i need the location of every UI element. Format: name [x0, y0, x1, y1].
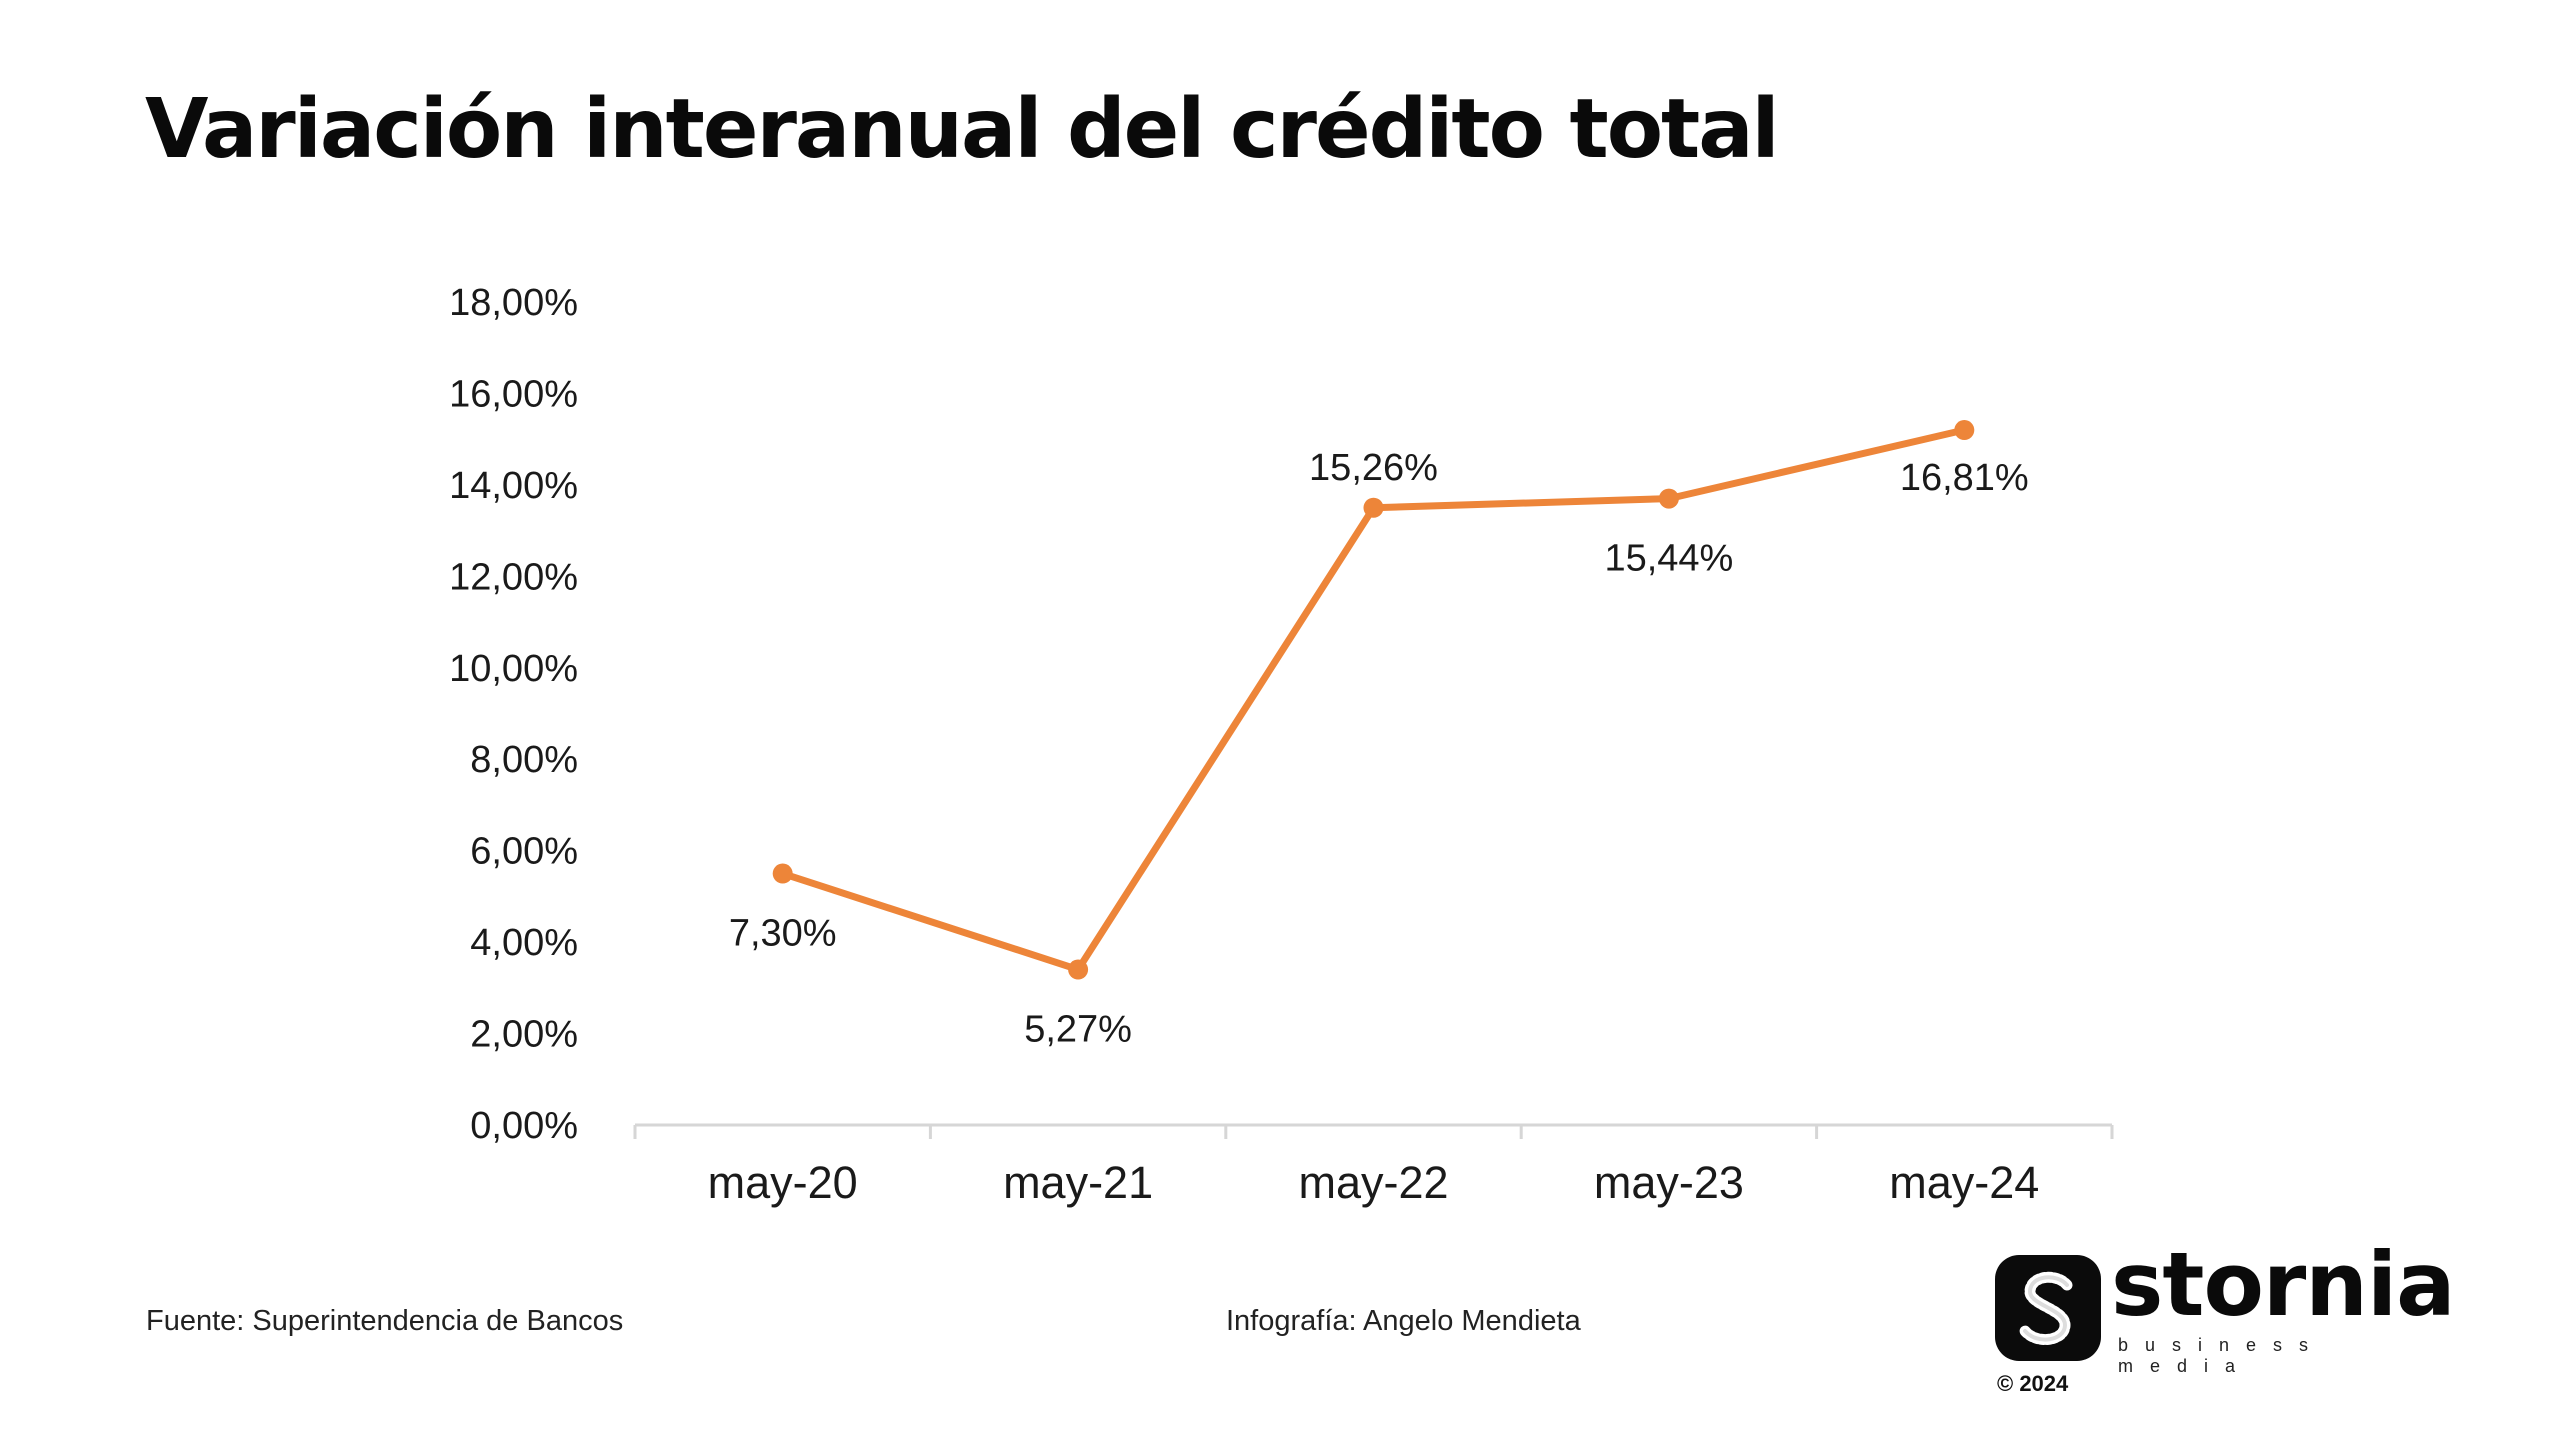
- y-tick-label: 0,00%: [470, 1105, 578, 1147]
- brand-tagline: business media: [2118, 1335, 2326, 1376]
- y-axis-ticks: 0,00% 2,00% 4,00% 6,00% 8,00% 10,00% 12,00% 14,…: [449, 282, 578, 1147]
- x-tick-label: may-21: [1003, 1157, 1153, 1208]
- x-axis: [633, 1123, 2114, 1139]
- data-label: 16,81%: [1900, 457, 2029, 499]
- y-tick-label: 6,00%: [470, 831, 578, 873]
- stornia-s-logo-icon: [1995, 1255, 2101, 1361]
- data-point: [1658, 488, 1679, 509]
- x-tick-label: may-20: [708, 1157, 858, 1208]
- data-label: 7,30%: [729, 913, 837, 955]
- y-tick-label: 10,00%: [449, 648, 578, 690]
- data-point: [1068, 959, 1089, 980]
- y-tick-label: 12,00%: [449, 556, 578, 598]
- source-note: Fuente: Superintendencia de Bancos: [146, 1305, 624, 1337]
- y-tick-label: 8,00%: [470, 739, 578, 781]
- chart-title: Variación interanual del crédito total: [145, 82, 1780, 177]
- y-tick-label: 4,00%: [470, 922, 578, 964]
- y-tick-label: 18,00%: [449, 282, 578, 324]
- y-tick-label: 14,00%: [449, 465, 578, 507]
- brand-logo: stornia business media © 2024: [1995, 1241, 2465, 1405]
- x-axis-labels: may-20 may-21 may-22 may-23 may-24: [708, 1157, 2040, 1208]
- data-label: 5,27%: [1024, 1009, 1132, 1051]
- x-tick-label: may-22: [1298, 1157, 1448, 1208]
- data-labels: 7,30% 5,27% 15,26% 15,44% 16,81%: [729, 447, 2029, 1051]
- copyright-note: © 2024: [1997, 1371, 2069, 1396]
- data-point: [1954, 420, 1975, 441]
- data-label: 15,44%: [1604, 538, 1733, 580]
- brand-name: stornia: [2111, 1233, 2455, 1336]
- x-tick-label: may-23: [1594, 1157, 1744, 1208]
- data-point: [1363, 497, 1384, 518]
- x-tick-label: may-24: [1889, 1157, 2039, 1208]
- infographic-credit: Infografía: Angelo Mendieta: [1226, 1305, 1581, 1337]
- series-points: [772, 420, 1975, 980]
- data-label: 15,26%: [1309, 447, 1438, 489]
- y-tick-label: 2,00%: [470, 1014, 578, 1056]
- data-point: [772, 863, 793, 884]
- y-tick-label: 16,00%: [449, 373, 578, 415]
